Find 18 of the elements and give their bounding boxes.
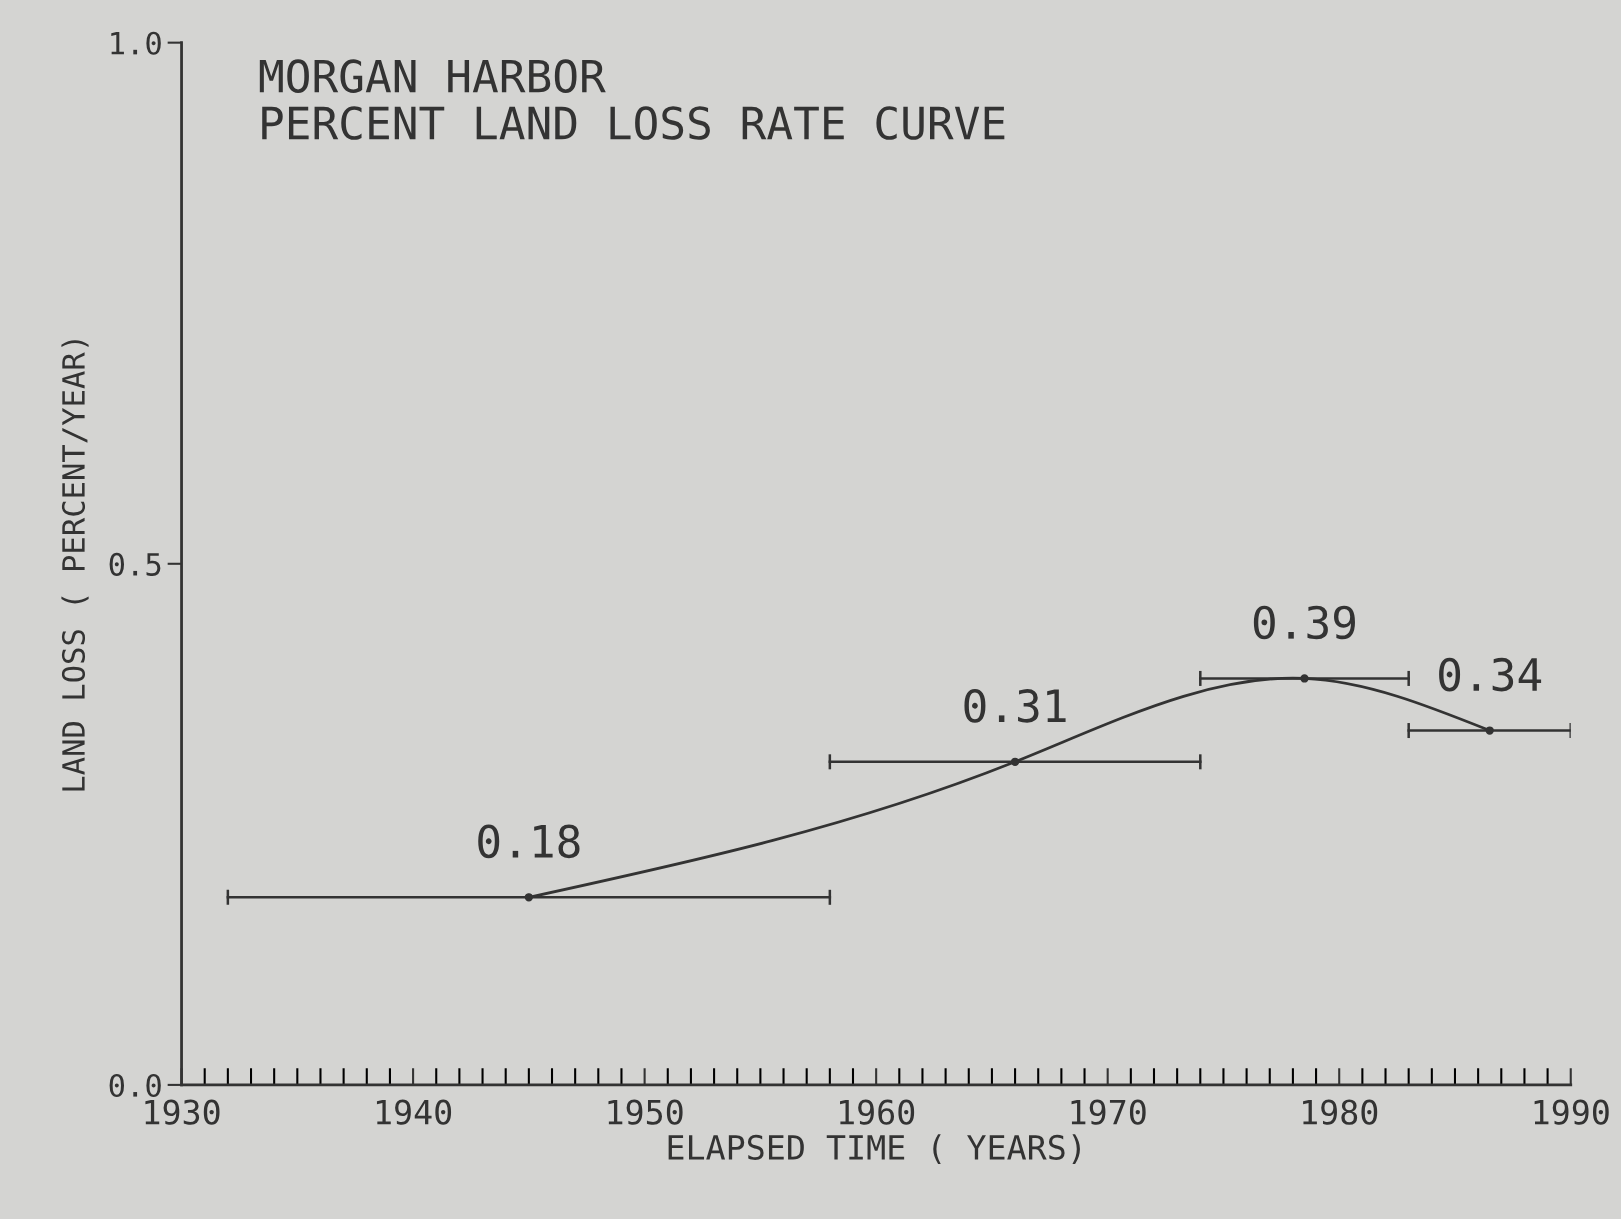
x-tick-label: 1940 [376,1099,452,1125]
chart-title: MORGAN HARBOR [259,59,606,93]
x-tick-label: 1950 [608,1099,683,1125]
y-axis-title: LAND LOSS ( PERCENT/YEAR) [61,340,89,791]
x-tick-label: 1930 [145,1099,220,1125]
y-tick-label: 1.0 [111,31,161,55]
text: PERCENT LAND LOSS RATE CURVE [262,106,1005,140]
y-tick-label: 0.0 [109,1073,161,1098]
x-tick-label: 1990 [1534,1099,1609,1125]
x-tick-label: 1970 [1071,1099,1146,1125]
x-tick-label: 1960 [840,1099,915,1125]
data-label: 0.31 [964,689,1066,723]
data-label: 0.39 [1253,605,1355,640]
x-tick-label: 1980 [1303,1099,1378,1125]
data-label: 0.18 [478,824,580,859]
x-axis-title: ELAPSED TIME ( YEARS) [668,1134,1080,1164]
data-label: 0.34 [1439,657,1542,692]
y-tick-label: 0.5 [109,552,161,576]
